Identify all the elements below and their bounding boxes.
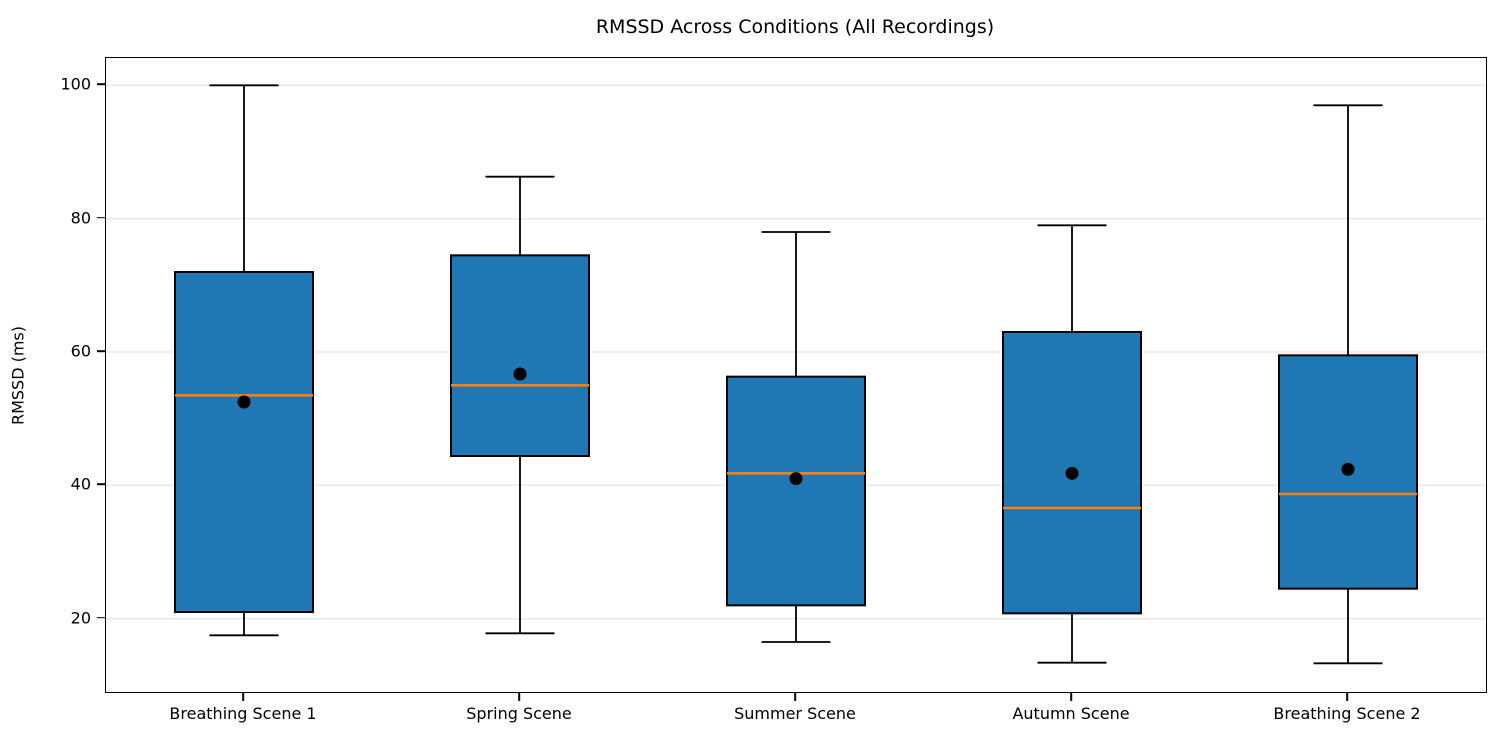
boxplot-group-2 xyxy=(450,175,590,635)
y-tick-mark-40 xyxy=(97,483,105,486)
y-tick-label-100: 100 xyxy=(60,74,91,94)
iqr-box xyxy=(450,254,590,457)
boxplot-canvas xyxy=(106,84,1486,665)
y-tick-label-20: 20 xyxy=(70,608,91,628)
mean-marker xyxy=(789,472,803,486)
x-tick-mark-2 xyxy=(518,693,520,701)
boxplot-group-1 xyxy=(174,84,314,637)
y-tick-mark-20 xyxy=(97,616,105,619)
x-tick-label-1: Breathing Scene 1 xyxy=(169,704,317,723)
y-tick-label-60: 60 xyxy=(70,341,91,361)
boxplot-group-5 xyxy=(1278,104,1418,665)
x-tick-mark-4 xyxy=(1070,693,1072,701)
x-tick-label-5: Breathing Scene 2 xyxy=(1273,704,1421,723)
chart-title: RMSSD Across Conditions (All Recordings) xyxy=(595,16,995,38)
y-tick-label-80: 80 xyxy=(70,208,91,228)
iqr-box xyxy=(726,375,866,607)
mean-marker xyxy=(513,367,527,381)
y-tick-label-40: 40 xyxy=(70,474,91,494)
mean-marker xyxy=(237,395,251,409)
boxplot-group-4 xyxy=(1002,224,1142,664)
plot-area xyxy=(105,57,1487,693)
mean-marker xyxy=(1341,462,1355,476)
x-tick-label-2: Spring Scene xyxy=(466,704,572,723)
y-tick-mark-100 xyxy=(97,83,105,86)
x-tick-mark-3 xyxy=(794,693,796,701)
x-tick-mark-5 xyxy=(1346,693,1348,701)
x-tick-mark-1 xyxy=(242,693,244,701)
y-axis-label: RMSSD (ms) xyxy=(8,325,28,426)
mean-marker xyxy=(1065,466,1079,480)
x-tick-label-4: Autumn Scene xyxy=(1012,704,1130,723)
boxplot-group-3 xyxy=(726,231,866,643)
x-tick-label-3: Summer Scene xyxy=(734,704,856,723)
y-tick-mark-80 xyxy=(97,216,105,219)
iqr-box xyxy=(174,271,314,613)
y-tick-mark-60 xyxy=(97,350,105,352)
